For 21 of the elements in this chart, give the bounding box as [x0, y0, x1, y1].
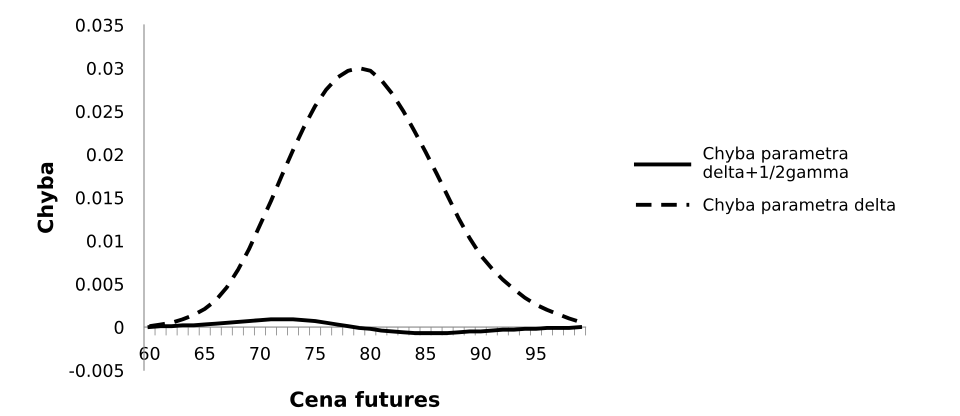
- y-tick-label: 0.015: [76, 191, 124, 204]
- y-tick-label: 0.005: [76, 278, 124, 291]
- y-tick-label: 0.035: [76, 18, 124, 32]
- y-axis-title: Chyba: [37, 162, 58, 233]
- legend-label: Chyba parametra delta+1/2gamma: [704, 146, 848, 182]
- y-tick-label: 0.01: [87, 234, 123, 248]
- x-tick-label: 60: [140, 346, 160, 360]
- legend-label: Chyba parametra delta: [704, 198, 895, 214]
- x-tick-label: 80: [360, 346, 380, 360]
- x-tick-label: 95: [526, 346, 546, 360]
- x-tick-label: 70: [250, 346, 270, 360]
- y-tick-label: 0: [114, 320, 124, 334]
- y-tick-label: 0.03: [87, 62, 124, 75]
- x-tick-label: 65: [194, 346, 214, 360]
- x-tick-label: 90: [470, 346, 491, 360]
- x-axis-title: Cena futures: [290, 390, 440, 408]
- y-tick-label: -0.005: [69, 364, 124, 378]
- x-tick-label: 75: [306, 347, 325, 360]
- x-tick-label: 85: [416, 346, 436, 360]
- y-tick-label: 0.02: [87, 148, 123, 162]
- y-tick-label: 0.025: [76, 104, 124, 118]
